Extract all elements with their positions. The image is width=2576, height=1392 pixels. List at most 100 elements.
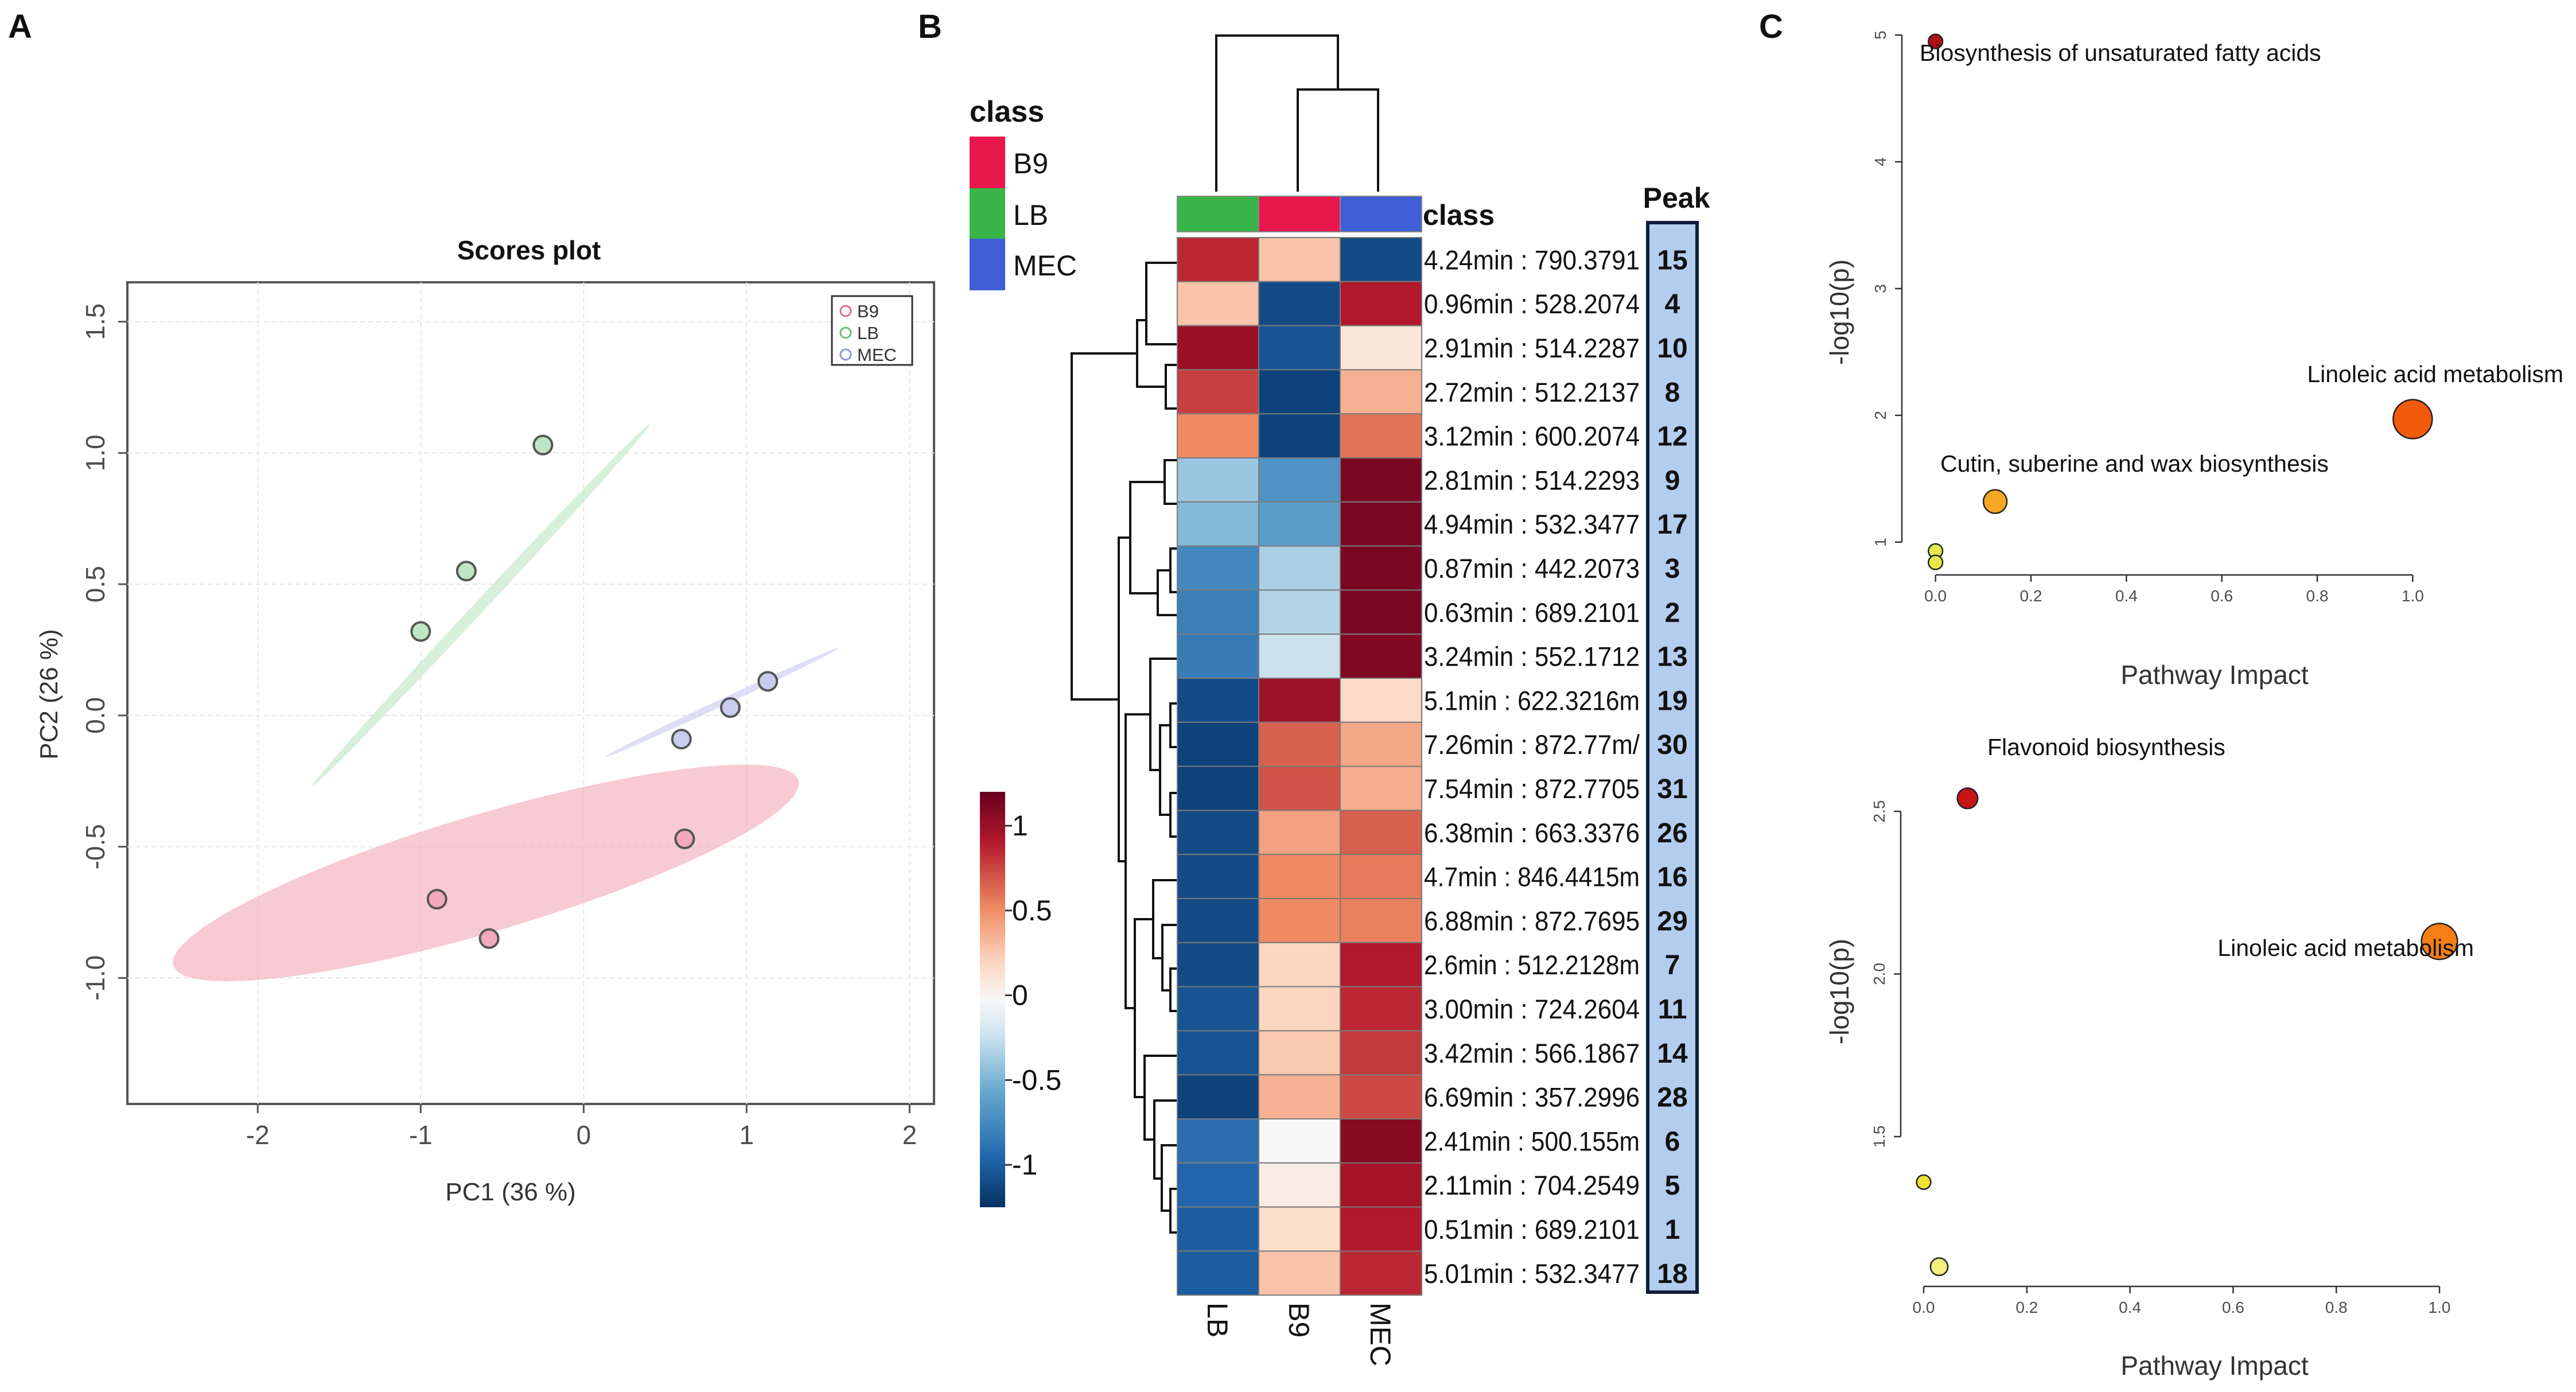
heatmap-cell (1258, 545, 1341, 591)
x-tick-label: 0.2 (2015, 1298, 2038, 1316)
heatmap-cell (1258, 678, 1341, 723)
heatmap-cell (1177, 898, 1259, 943)
column-dendrogram (1215, 34, 1379, 192)
x-tick-label: -2 (246, 1120, 270, 1150)
scores-plot-frame (126, 281, 935, 1105)
panel-label-b: B (918, 8, 942, 45)
pathway-point (1916, 1174, 1932, 1190)
heatmap-cell (1177, 1250, 1259, 1296)
y-tick-label: 2 (1871, 411, 1889, 420)
y-tick-label: 4 (1871, 157, 1889, 166)
row-label: 5.01min : 532.3477 (1424, 1258, 1640, 1289)
pathway-label-cutin-suberine-and-wax-biosynthesis: Cutin, suberine and wax biosynthesis (1940, 450, 2329, 477)
peak-number: 1 (1665, 1215, 1680, 1245)
row-dendro-o (1152, 879, 1177, 959)
x-tick-label: 1.0 (2429, 1298, 2451, 1316)
pathway-label-linoleic-acid-metabolism: Linoleic acid metabolism (2307, 361, 2563, 387)
y-tick-label: 3 (1871, 284, 1889, 293)
heatmap-cell (1258, 942, 1341, 987)
legend-label-mec: MEC (1013, 250, 1077, 282)
x-tick-label: 0 (577, 1120, 592, 1150)
pathway-point-flavonoid-biosynthesis (1956, 787, 1979, 810)
row-label: 3.24min : 552.1712 (1424, 641, 1640, 672)
colorbar-ticks: 1 0.5 0 -0.5 -1 (1005, 810, 1061, 1181)
legend-label-b9: B9 (1013, 147, 1048, 180)
pathway-point-cutin-suberine-and-wax-biosynthesis (1982, 489, 2008, 514)
heatmap-cell (1177, 854, 1259, 899)
row-dendro-b (1165, 364, 1177, 410)
heatmap-cell (1177, 545, 1259, 591)
row-label: 6.88min : 872.7695 (1424, 905, 1640, 936)
heatmap-cell (1258, 369, 1341, 415)
peak-header: Peak (1643, 182, 1710, 214)
column-labels: LB B9 MEC (1201, 1302, 1396, 1366)
pathway-analysis: 1 2 3 4 5 0.0 0.2 0.4 0.6 0.8 1.0 Biosynthesis of u… (1824, 30, 2563, 1381)
y-tick-label: 2.5 (1870, 800, 1888, 823)
row-label: 3.42min : 566.1867 (1424, 1038, 1640, 1068)
class-bar-mec (1340, 196, 1422, 232)
heatmap-cell (1258, 1250, 1341, 1296)
heatmap-cell (1340, 986, 1422, 1032)
heatmap-cell (1258, 413, 1341, 459)
heatmap-cell (1177, 413, 1259, 459)
y-tick-label: -1.0 (80, 955, 110, 1001)
row-dendro-m (1169, 967, 1177, 1012)
point-b9 (674, 828, 695, 849)
row-label: 2.72min : 512.2137 (1424, 377, 1640, 407)
row-label: 4.94min : 532.3477 (1424, 509, 1640, 539)
heatmap-cells (1177, 237, 1422, 1296)
row-dendro-r (1153, 1099, 1177, 1180)
colorbar-tick-label: 0 (1012, 979, 1028, 1012)
peak-number: 5 (1665, 1171, 1680, 1201)
x-tick-label: 0.6 (2222, 1298, 2244, 1316)
heatmap-cell (1340, 237, 1422, 282)
score-points (410, 434, 779, 949)
column-label-lb: LB (1201, 1302, 1233, 1337)
legend-box (831, 295, 913, 366)
row-label: 0.96min : 528.2074 (1424, 289, 1640, 319)
heatmap-cell (1340, 589, 1422, 635)
pathway-point (1929, 1257, 1949, 1277)
x-axis-label: PC1 (36 %) (445, 1178, 575, 1206)
y-tick-label: 0.5 (80, 566, 110, 602)
x-axis-ticks: -2 -1 0 1 2 (246, 1104, 917, 1150)
peak-number: 9 (1665, 465, 1680, 496)
row-label: 2.41min : 500.155m (1424, 1126, 1640, 1156)
heatmap-cell (1258, 1030, 1341, 1076)
row-label: 6.69min : 357.2996 (1424, 1082, 1640, 1113)
heatmap-cell (1340, 721, 1422, 767)
heatmap-cell (1340, 501, 1422, 547)
peak-number: 31 (1657, 774, 1687, 804)
peak-number: 19 (1657, 686, 1687, 716)
row-label: 7.54min : 872.7705 (1424, 773, 1640, 804)
y-tick-label: 5 (1871, 30, 1889, 40)
heatmap-cell (1177, 810, 1259, 856)
pathway-label-flavonoid-biosynthesis: Flavonoid biosynthesis (1987, 734, 2225, 760)
x-tick-label: 1.0 (2402, 587, 2424, 605)
heatmap-cell (1258, 325, 1341, 371)
pathway-bottom-xlabel: Pathway Impact (2120, 1351, 2308, 1381)
peak-number: 29 (1657, 906, 1687, 936)
legend-swatch-mec (970, 239, 1005, 290)
heatmap-cell (1258, 810, 1341, 856)
row-label: 2.11min : 704.2549 (1424, 1170, 1640, 1200)
legend-swatch-b9 (970, 137, 1005, 189)
heatmap-cell (1340, 1074, 1422, 1119)
peak-number: 13 (1657, 642, 1687, 672)
heatmap-cell (1177, 942, 1259, 987)
point-mec (757, 671, 779, 692)
class-bar-b9 (1258, 196, 1341, 232)
point-mec (719, 697, 741, 718)
peak-number: 28 (1657, 1083, 1687, 1113)
pathway-label-linoleic-acid-metabolism: Linoleic acid metabolism (2217, 935, 2474, 961)
scores-plot-grid (127, 282, 934, 1104)
scores-legend: B9 LB MEC (831, 295, 913, 366)
y-tick-label: 1.0 (80, 434, 110, 471)
row-dendro-w (1071, 604, 1119, 701)
row-dendro-j (1169, 792, 1177, 838)
pathway-plot-top: 1 2 3 4 5 0.0 0.2 0.4 0.6 0.8 1.0 Biosynthesis of u… (1871, 30, 2563, 605)
x-tick-label: 0.4 (2119, 1298, 2141, 1316)
heatmap: class B9 LB MEC class (970, 34, 1710, 1366)
peak-number: 10 (1657, 333, 1687, 364)
colorbar-tick-label: -1 (1012, 1149, 1037, 1181)
